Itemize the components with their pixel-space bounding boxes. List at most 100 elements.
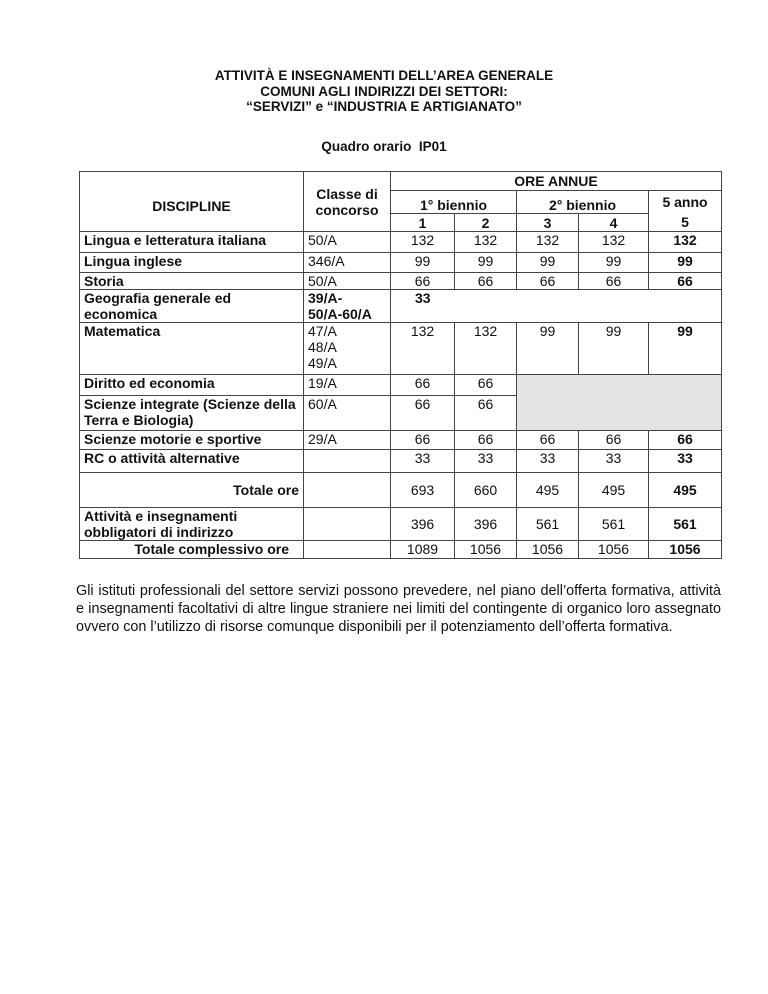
hours-cell-year-4: 495 [578,472,649,508]
hours-cell-year-5: 99 [648,252,722,273]
table-row: Lingua inglese 346/A 99 99 99 99 99 [79,252,722,273]
table-row: Scienze integrate (Scienze della Terra e… [79,395,722,431]
hours-cell-year-2: 396 [454,507,517,541]
hours-cell-year-4: 1056 [578,540,649,559]
hours-cell-year-1: 66 [390,272,455,290]
hours-cell-year-2: 132 [454,231,517,253]
hours-cell-year-1: 132 [390,231,455,253]
schedule-table: DISCIPLINE Classe di concorso ORE ANNUE … [79,171,722,559]
hours-cell-year-3: 66 [516,430,579,450]
hours-cell-year-2: 99 [454,252,517,273]
hours-cell-year-3: 1056 [516,540,579,559]
hours-cell-year-3 [516,289,579,323]
hours-cell-year-2: 33 [454,449,517,473]
discipline-cell: Lingua inglese [79,252,304,273]
table-row: Storia 50/A 66 66 66 66 66 [79,272,722,290]
shaded-empty-cell [516,374,722,431]
header-year-2: 2 [454,213,517,232]
hours-cell-year-4: 33 [578,449,649,473]
header-classe: Classe di concorso [303,171,391,232]
hours-cell-year-5: 66 [648,272,722,290]
classe-cell: 50/A [303,272,391,290]
title-line: “SERVIZI” e “INDUSTRIA E ARTIGIANATO” [246,99,522,114]
header-ore-annue: ORE ANNUE [390,171,722,191]
discipline-cell: Scienze integrate (Scienze della Terra e… [79,395,304,431]
discipline-cell: Storia [79,272,304,290]
discipline-cell: RC o attività alternative [79,449,304,473]
hours-cell-year-5: 33 [648,449,722,473]
header-year-1: 1 [390,213,455,232]
hours-cell-year-2: 1056 [454,540,517,559]
hours-cell-year-5: 495 [648,472,722,508]
hours-cell-year-4: 561 [578,507,649,541]
table-row: RC o attività alternative 33 33 33 33 33 [79,449,722,473]
hours-cell-year-1: 33 [390,289,455,323]
hours-cell-year-4: 132 [578,231,649,253]
header-anno-5: 5 anno [648,190,722,214]
hours-cell-year-4: 66 [578,430,649,450]
hours-cell-year-3: 99 [516,252,579,273]
hours-cell-year-2: 66 [454,395,517,431]
hours-cell-year-2: 66 [454,272,517,290]
hours-cell-year-2 [454,289,517,323]
classe-cell [303,449,391,473]
classe-cell: 19/A [303,374,391,396]
document-title: ATTIVITÀ E INSEGNAMENTI DELL’AREA GENERA… [0,68,768,115]
document-subtitle: Quadro orario IP01 [321,139,447,154]
hours-cell-year-1: 66 [390,430,455,450]
hours-cell-year-4 [578,289,649,323]
hours-cell-year-5: 66 [648,430,722,450]
table-row: Matematica 47/A 48/A 49/A 132 132 99 99 99 [79,322,722,375]
hours-cell-year-1: 66 [390,395,455,431]
note-paragraph: Gli istituti professionali del settore s… [76,583,721,635]
hours-cell-year-3: 561 [516,507,579,541]
header-year-5: 5 [648,213,722,232]
classe-cell: 29/A [303,430,391,450]
hours-cell-year-5: 132 [648,231,722,253]
classe-cell: 50/A [303,231,391,253]
hours-cell-year-5: 99 [648,322,722,375]
table-row: Totale complessivo ore 1089 1056 1056 1056 10… [79,540,722,559]
discipline-cell: Diritto ed economia [79,374,304,396]
discipline-cell: Scienze motorie e sportive [79,430,304,450]
discipline-cell: Matematica [79,322,304,375]
hours-cell-year-1: 33 [390,449,455,473]
hours-cell-year-4: 66 [578,272,649,290]
hours-cell-year-1: 132 [390,322,455,375]
hours-cell-year-2: 66 [454,374,517,396]
table-row: Totale ore 693 660 495 495 495 [79,472,722,508]
table-row: Diritto ed economia 19/A 66 66 [79,374,722,431]
table-row: Attività e insegnamenti obbligatori di i… [79,507,722,541]
hours-cell-year-1: 1089 [390,540,455,559]
table-row: Geografia generale ed economica 39/A- 50/A… [79,289,722,323]
hours-cell-year-1: 693 [390,472,455,508]
classe-cell: 47/A 48/A 49/A [303,322,391,375]
hours-cell-year-1: 396 [390,507,455,541]
table-body: Lingua e letteratura italiana 50/A 132 132 1… [79,231,722,559]
hours-cell-year-3: 99 [516,322,579,375]
classe-cell: 39/A- 50/A-60/A [303,289,391,323]
hours-cell-year-4: 99 [578,322,649,375]
header-discipline: DISCIPLINE [79,171,304,232]
table-row: Lingua e letteratura italiana 50/A 132 132 1… [79,231,722,253]
header-year-4: 4 [578,213,649,232]
hours-cell-year-3: 33 [516,449,579,473]
classe-cell [303,472,391,508]
title-line: ATTIVITÀ E INSEGNAMENTI DELL’AREA GENERA… [214,68,554,83]
hours-cell-year-3: 66 [516,272,579,290]
hours-cell-year-5 [648,289,722,323]
hours-cell-year-1: 99 [390,252,455,273]
hours-cell-year-5: 1056 [648,540,722,559]
hours-cell-year-5: 561 [648,507,722,541]
header-year-3: 3 [516,213,579,232]
hours-cell-year-3: 132 [516,231,579,253]
discipline-cell: Lingua e letteratura italiana [79,231,304,253]
classe-cell: 346/A [303,252,391,273]
hours-cell-year-4: 99 [578,252,649,273]
table-row: Scienze motorie e sportive 29/A 66 66 66 66 66 [79,430,722,450]
classe-cell [303,507,391,541]
title-line: COMUNI AGLI INDIRIZZI DEI SETTORI: [260,83,508,99]
hours-cell-year-3: 495 [516,472,579,508]
header-biennio-1: 1° biennio [390,190,517,214]
classe-cell: 60/A [303,395,391,431]
